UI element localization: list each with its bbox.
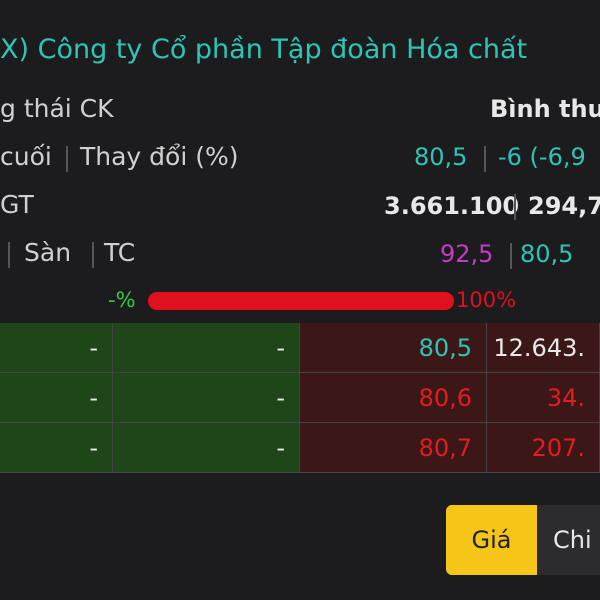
label: GT xyxy=(0,190,34,219)
range-min: -% xyxy=(108,288,136,312)
separator xyxy=(8,242,10,268)
value: 92,5 xyxy=(440,240,494,268)
separator xyxy=(66,146,68,172)
value: 3.661.100 xyxy=(384,192,520,220)
order-cell: - xyxy=(113,373,300,423)
order-cell: 80,6 xyxy=(300,373,487,423)
label: g thái CK xyxy=(0,94,114,123)
value: 80,5 xyxy=(414,143,468,171)
separator xyxy=(92,242,94,268)
separator xyxy=(510,243,512,269)
range-max: 100% xyxy=(456,288,517,312)
separator xyxy=(484,146,486,172)
range-bar xyxy=(148,292,454,310)
order-cell: - xyxy=(113,423,300,473)
order-cell: 80,5 xyxy=(300,323,487,373)
order-cell: 34. xyxy=(487,373,600,423)
value: 294,7 xyxy=(528,192,600,220)
value: -6 (-6,9 xyxy=(498,143,586,171)
order-cell: 80,7 xyxy=(300,423,487,473)
value: 80,5 xyxy=(520,240,574,268)
order-cell: - xyxy=(0,423,113,473)
value: Bình thư xyxy=(490,95,600,123)
stock-title: X) Công ty Cổ phần Tập đoàn Hóa chất xyxy=(0,34,528,65)
label: TC xyxy=(104,238,136,267)
order-cell: - xyxy=(113,323,300,373)
order-cell: 12.643. xyxy=(487,323,600,373)
label: cuối xyxy=(0,142,52,171)
label: Thay đổi (%) xyxy=(80,142,239,171)
separator xyxy=(514,194,516,220)
order-cell: - xyxy=(0,323,113,373)
order-cell: 207. xyxy=(487,423,600,473)
tab-button[interactable]: Chi xyxy=(537,505,600,575)
order-cell: - xyxy=(0,373,113,423)
label: Sàn xyxy=(24,238,72,267)
tab-button[interactable]: Giá xyxy=(446,505,537,575)
